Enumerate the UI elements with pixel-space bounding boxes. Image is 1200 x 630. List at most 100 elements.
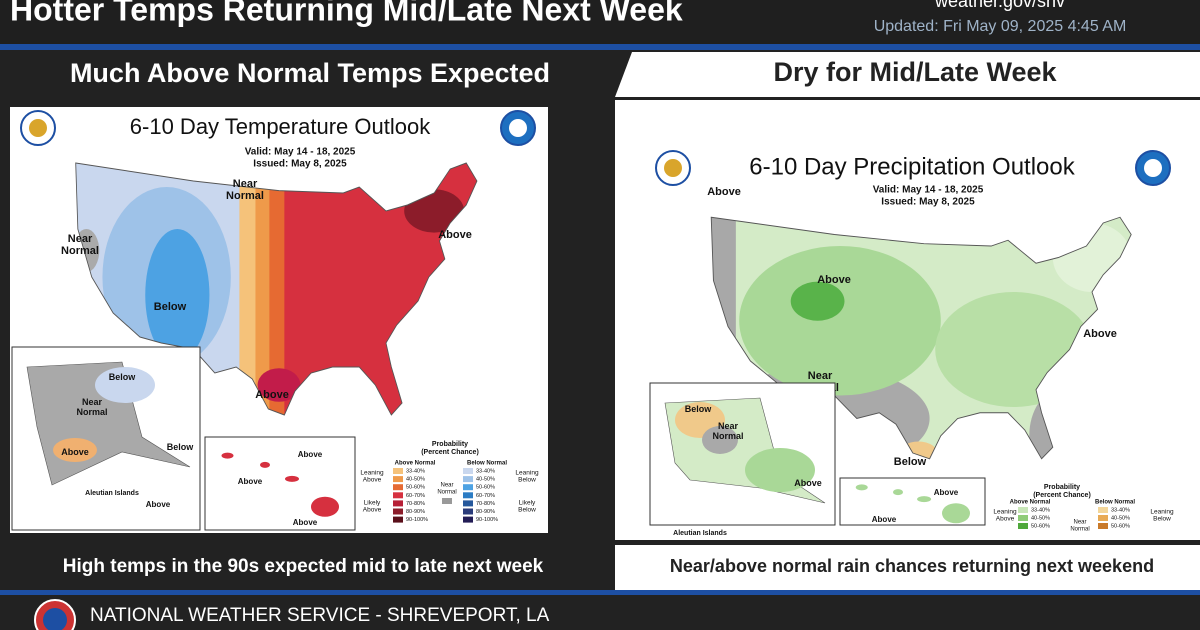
hawaii-label: Above [298,450,323,459]
hawaii-island [260,461,270,468]
legend-range: 40-50% [406,477,425,483]
legend-category: Leaning Below [1150,508,1174,522]
agency-logo-inner [664,159,682,177]
issued-date: Issued: May 8, 2025 [253,159,347,170]
hawaii-label: Above [238,477,263,486]
hawaii-island [855,484,868,491]
outlook-region [255,163,271,416]
legend-range: 33-40% [406,468,425,474]
legend-range: 50-60% [1111,523,1130,529]
region-label: Above [255,389,289,401]
legend-range: 60-70% [476,493,495,499]
legend-range: 60-70% [406,493,425,499]
region-label: Above [438,229,472,241]
valid-dates: Valid: May 14 - 18, 2025 [873,185,984,196]
maps: 6-10 Day Temperature Outlook Valid: May 1… [11,110,1174,537]
legend-range: 33-40% [1031,507,1050,513]
hawaii-island [917,496,932,503]
legend-category: Near Normal [437,482,456,495]
legend-range: 50-60% [1031,523,1050,529]
legend-range: 70-80% [476,501,495,507]
alaska-label: Above [794,478,822,488]
legend-range: 80-90% [406,509,425,515]
agency-logo-inner [29,119,47,137]
legend-swatch [1098,507,1108,513]
legend-swatch [393,492,403,499]
legend-category: Likely Above [363,499,382,513]
footer-text: NATIONAL WEATHER SERVICE - SHREVEPORT, L… [90,605,550,626]
legend-category: Leaning Above [993,508,1017,522]
legend-header: Below Normal [1095,500,1135,506]
us-map [75,162,478,416]
legend-swatch [463,476,473,483]
right-caption-bg [615,545,1200,590]
region-label: Below [154,301,187,313]
region-label: Below [894,456,927,468]
aleutian-label: Above [146,500,171,509]
us-fill [75,163,477,416]
footer-bar [0,590,1200,595]
legend-range: 90-100% [406,517,428,523]
hawaii-island [311,496,339,517]
legend-range: 70-80% [406,501,425,507]
legend-title: Probability [1044,484,1080,491]
hawaii-island [221,452,234,459]
alaska-label: Below [685,404,713,414]
legend-swatch [463,516,473,523]
legend-swatch [463,492,473,499]
legend-swatch [1018,507,1028,513]
region-label: Above [1083,328,1117,340]
aleutian-title: Aleutian Islands [85,490,139,497]
issued-date: Issued: May 8, 2025 [881,197,975,208]
legend-header: Below Normal [467,461,507,467]
legend-header: Above Normal [395,461,436,467]
legend-title: (Percent Chance) [1033,492,1091,499]
hawaii-label: Above [872,515,897,524]
legend-title: (Percent Chance) [421,449,479,456]
legend-range: 40-50% [1111,515,1130,521]
aleutian-title: Aleutian Islands [673,530,727,537]
legend-swatch [393,476,403,483]
legend-category: Likely Below [518,499,536,513]
legend-swatch [463,484,473,491]
region-label: Above [707,186,741,198]
alaska-label: Below [109,372,137,382]
right-heading-bg [615,52,1200,97]
legend-category: Leaning Below [515,469,539,483]
legend-swatch [393,484,403,491]
panel-heading: Much Above Normal Temps Expected [70,58,550,88]
hawaii-label: Above [934,488,959,497]
legend-swatch [463,508,473,515]
website: weather.gov/shv [934,0,1065,11]
alaska-label: Near Normal [712,421,743,441]
header-bg [0,0,1200,44]
region-label: Above [817,274,851,286]
legend-swatch [393,516,403,523]
alaska-label: Near Normal [76,397,107,417]
hawaii-island [942,503,970,524]
map-title: 6-10 Day Temperature Outlook [130,114,431,139]
legend-swatch [463,500,473,507]
legend-range: 40-50% [476,477,495,483]
legend-range: 40-50% [1031,515,1050,521]
legend-swatch [393,468,403,474]
legend-swatch [393,500,403,507]
outlook-region [239,163,257,416]
updated: Updated: Fri May 09, 2025 4:45 AM [874,18,1127,35]
legend-swatch [463,468,473,474]
map-title: 6-10 Day Precipitation Outlook [749,153,1076,180]
outlook-region [257,368,301,402]
header-bar [0,44,1200,50]
outlook-region [145,229,210,361]
hawaii-island [893,489,903,496]
alaska-region [702,426,738,454]
outlook-region [739,246,941,396]
legend-range: 50-60% [476,485,495,491]
legend-range: 50-60% [406,485,425,491]
agency-logo-inner [1144,159,1162,177]
valid-dates: Valid: May 14 - 18, 2025 [245,147,356,158]
